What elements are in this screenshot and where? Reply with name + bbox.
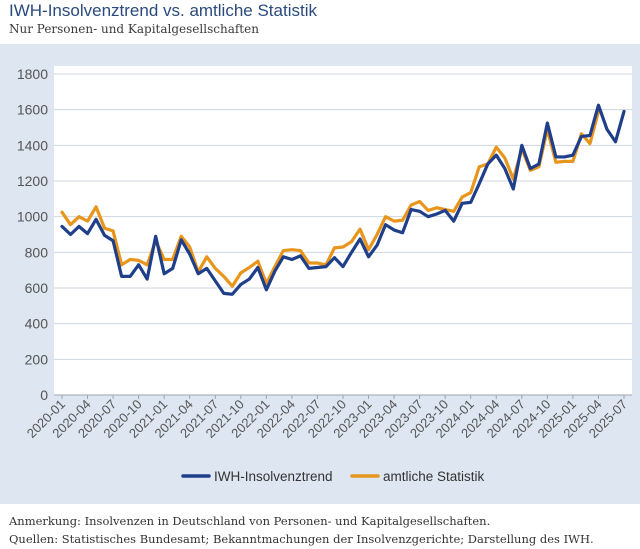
y-tick-label: 1000 (17, 209, 48, 225)
line-chart: 0200400600800100012001400160018002020-01… (17, 66, 632, 484)
y-tick-label: 1200 (17, 173, 48, 189)
chart-title: IWH-Insolvenztrend vs. amtliche Statisti… (9, 1, 317, 20)
chart-panel: 0 200 400 600 800 1000 1200 1400 1600 1800 2020-01… (0, 44, 640, 504)
y-tick-label: 600 (25, 280, 49, 296)
series-line-iwh-insolvenztrend (60, 103, 626, 296)
y-tick-label: 400 (25, 316, 49, 332)
legend-iwh-label: IWH-Insolvenztrend (214, 469, 333, 484)
chart-subtitle: Nur Personen- und Kapitalgesellschaften (9, 22, 259, 36)
y-tick-label: 0 (40, 387, 48, 403)
y-tick-label: 800 (25, 244, 49, 260)
y-tick-label: 1400 (17, 137, 48, 153)
y-tick-label: 200 (25, 351, 49, 367)
footnote: Anmerkung: Insolvenzen in Deutschland vo… (9, 514, 491, 528)
y-tick-label: 1800 (17, 66, 48, 82)
source-line: Quellen: Statistisches Bundesamt; Bekann… (9, 532, 594, 546)
y-tick-label: 1600 (17, 102, 48, 118)
plot-area (54, 66, 632, 395)
legend-amtlich-label: amtliche Statistik (383, 469, 485, 484)
